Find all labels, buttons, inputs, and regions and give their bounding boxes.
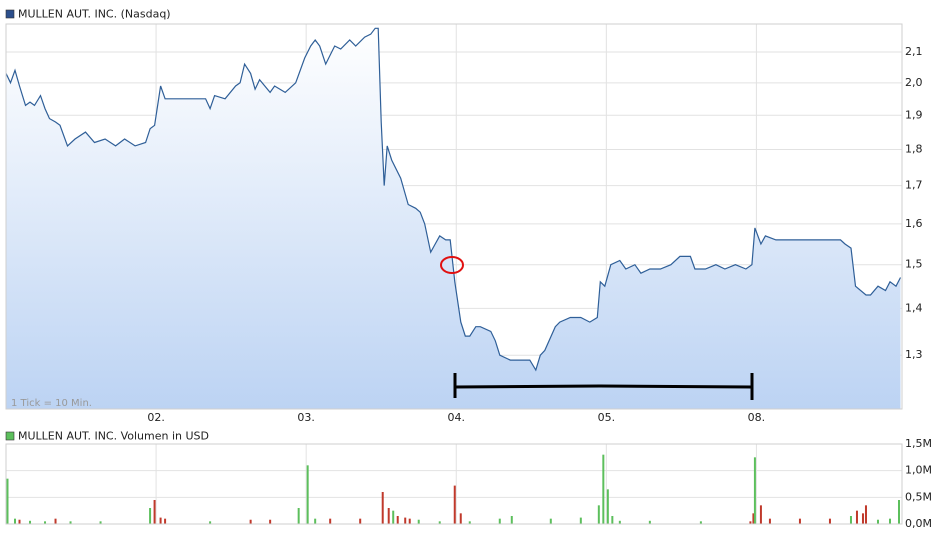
- volume-bar: [396, 516, 399, 524]
- y-tick-label: 1,4: [905, 301, 923, 314]
- y-tick-label: 1,3: [905, 348, 923, 361]
- volume-bar: [438, 521, 441, 524]
- volume-panel: 0,0M 0,5M 1,0M 1,5M: [5, 437, 932, 530]
- y-tick-label: 1,0M: [905, 464, 932, 477]
- volume-bar: [209, 521, 212, 524]
- volume-bar: [864, 505, 867, 524]
- volume-bar: [6, 478, 9, 524]
- volume-bar: [699, 521, 702, 524]
- volume-bar: [359, 518, 362, 524]
- y-tick-label: 1,5M: [905, 437, 932, 450]
- price-line: [5, 27, 902, 372]
- y-tick-label: 1,9: [905, 108, 923, 121]
- volume-bar: [861, 513, 864, 524]
- hand-drawn-circle: [440, 256, 464, 274]
- chart-title: MULLEN AUT. INC. Volumen in USD: [18, 430, 209, 443]
- area-fill: [6, 28, 901, 410]
- volume-bar: [297, 508, 300, 524]
- volume-bar: [888, 518, 891, 524]
- volume-bar: [329, 518, 332, 524]
- volume-bar: [14, 518, 17, 524]
- volume-bar: [453, 485, 456, 524]
- y-tick-label: 0,5M: [905, 490, 932, 503]
- volume-bar: [269, 519, 272, 524]
- tick-note: 1 Tick = 10 Min.: [11, 398, 92, 409]
- volume-bar: [753, 457, 756, 524]
- volume-bar: [749, 521, 752, 524]
- volume-bar: [498, 518, 501, 524]
- volume-bar: [44, 521, 47, 524]
- volume-bar: [29, 520, 32, 524]
- volume-bar: [606, 489, 609, 524]
- volume-bar: [468, 521, 471, 524]
- y-tick-label: 1,5: [905, 258, 923, 271]
- volume-bar: [18, 519, 21, 524]
- hand-drawn-bracket: [453, 373, 754, 400]
- volume-bar: [392, 510, 395, 524]
- volume-bar: [149, 508, 152, 524]
- legend-swatch: [5, 9, 15, 19]
- y-tick-label: 2,1: [905, 45, 923, 58]
- volume-bar: [381, 492, 384, 524]
- x-tick-label: 05.: [598, 411, 616, 424]
- volume-bar: [798, 518, 801, 524]
- volume-bar: [855, 510, 858, 524]
- volume-bar: [459, 513, 462, 524]
- plot-frame: [5, 443, 903, 525]
- volume-bar: [618, 520, 621, 524]
- volume-bar: [752, 513, 755, 524]
- price-panel: 1,3 1,4 1,5 1,6 1,7 1,8 1,9 2,0 2,1 02. 03. 04. 05. 0…: [5, 23, 923, 424]
- x-tick-label: 02.: [147, 411, 165, 424]
- volume-bar: [549, 518, 552, 524]
- volume-bar: [387, 508, 390, 524]
- chart-title: MULLEN AUT. INC. (Nasdaq): [18, 8, 171, 21]
- volume-bar: [768, 518, 771, 524]
- y-tick-label: 1,6: [905, 217, 923, 230]
- volume-bar: [648, 520, 651, 524]
- volume-bar: [54, 518, 57, 524]
- volume-bar: [611, 516, 614, 524]
- legend-swatch: [5, 431, 15, 441]
- plot-area: [6, 443, 902, 525]
- volume-bar: [408, 518, 411, 524]
- volume-bar: [314, 518, 317, 524]
- plot-frame: [5, 23, 903, 410]
- volume-bar: [159, 517, 162, 524]
- x-tick-label: 08.: [748, 411, 766, 424]
- x-tick-label: 04.: [448, 411, 466, 424]
- y-tick-label: 1,8: [905, 142, 923, 155]
- volume-bar: [164, 518, 167, 524]
- volume-bar: [249, 519, 252, 524]
- x-tick-label: 03.: [297, 411, 315, 424]
- y-tick-label: 2,0: [905, 76, 923, 89]
- volume-bar: [849, 516, 852, 524]
- volume-bar: [897, 500, 900, 524]
- volume-bar: [876, 519, 879, 524]
- volume-bar: [417, 519, 420, 524]
- volume-bar: [510, 516, 513, 524]
- plot-area: [5, 24, 902, 410]
- volume-bar: [602, 454, 605, 524]
- volume-bar: [69, 521, 72, 524]
- volume-bar: [828, 518, 831, 524]
- y-tick-label: 0,0M: [905, 517, 932, 530]
- volume-bar: [597, 505, 600, 524]
- y-tick-label: 1,7: [905, 179, 923, 192]
- volume-bar: [579, 517, 582, 524]
- volume-bar: [306, 465, 309, 524]
- volume-bar: [404, 517, 407, 524]
- volume-bar: [99, 521, 102, 524]
- volume-bar: [153, 500, 156, 524]
- volume-bar: [759, 505, 762, 524]
